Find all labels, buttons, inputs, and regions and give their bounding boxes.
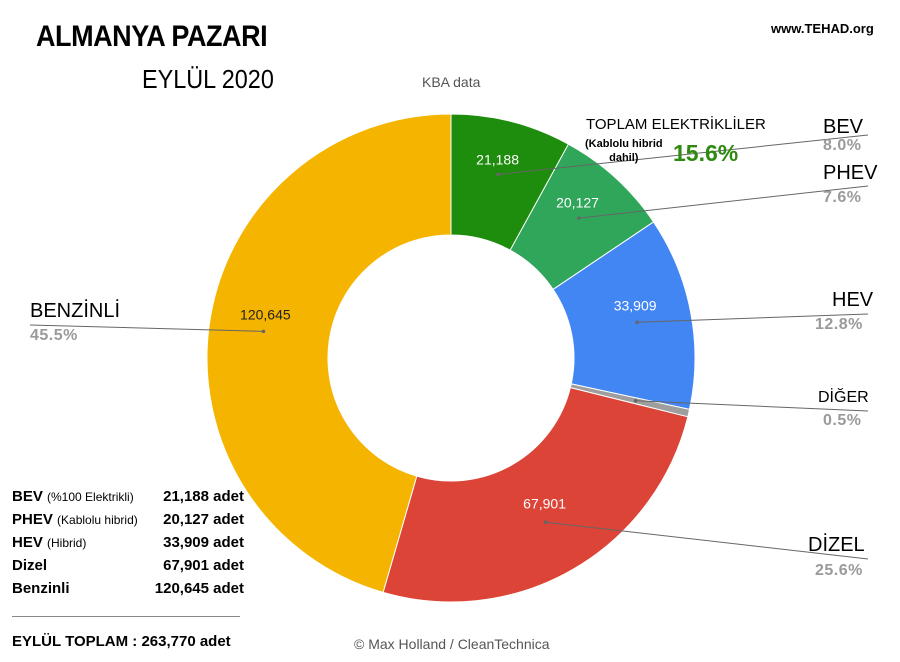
category-name-benzinli: BENZİNLİ <box>30 300 121 322</box>
table-row-value: 67,901 adet <box>163 557 244 574</box>
slice-value-label: 33,909 <box>614 298 657 314</box>
ev-callout-note-line1: (Kablolu hibrid <box>585 138 663 150</box>
table-row: Dizel 67,901 adet <box>12 557 244 580</box>
leader-dot-4 <box>543 520 548 525</box>
donut-slice-4 <box>382 387 689 603</box>
leader-lines <box>29 134 869 560</box>
donut-slice-5 <box>206 113 452 593</box>
category-percent-phev: 7.6% <box>823 189 862 206</box>
table-row-label: Dizel <box>12 557 48 574</box>
leader-dot-2 <box>635 320 639 325</box>
table-row-value: 120,645 adet <box>154 580 244 597</box>
table-row: Benzinli 120,645 adet <box>12 580 244 603</box>
leader-line-2 <box>637 313 869 323</box>
slice-value-label: 20,127 <box>556 195 599 211</box>
table-total: EYLÜL TOPLAM : 263,770 adet <box>12 633 231 650</box>
category-name-phev: PHEV <box>823 162 878 184</box>
table-row: BEV (%100 Elektrikli) 21,188 adet <box>12 488 244 511</box>
category-percent-dizel: 25.6% <box>815 562 863 579</box>
table-row-label: Benzinli <box>12 580 70 597</box>
leader-line-4 <box>545 521 869 560</box>
leader-dot-3 <box>633 398 638 403</box>
category-name-bev: BEV <box>823 116 864 138</box>
leader-dot-1 <box>577 216 581 220</box>
category-name-dizel: DİZEL <box>808 534 865 556</box>
slice-labels: 21,188 20,127 33,909 67,901 120,645 <box>240 151 657 511</box>
category-name-hev: HEV <box>832 289 874 311</box>
website-label: www.TEHAD.org <box>771 21 874 36</box>
category-percent-bev: 8.0% <box>823 137 862 154</box>
table-row-value: 33,909 adet <box>163 534 244 551</box>
table-row-label: BEV (%100 Elektrikli) <box>12 488 134 505</box>
table-row-value: 20,127 adet <box>163 511 244 528</box>
category-percent-hev: 12.8% <box>815 316 863 333</box>
ev-callout-value: 15.6% <box>673 140 739 166</box>
slice-value-label: 120,645 <box>240 307 291 323</box>
leader-dot-0 <box>496 172 500 177</box>
ev-callout-note: (Kablolu hibrid dahil) <box>585 137 663 165</box>
table-row-label: PHEV (Kablolu hibrid) <box>12 511 138 528</box>
category-percent-benzinli: 45.5% <box>30 327 78 344</box>
category-name-diger: DİĞER <box>818 389 869 406</box>
summary-table: BEV (%100 Elektrikli) 21,188 adet PHEV (… <box>12 488 244 603</box>
table-row: HEV (Hibrid) 33,909 adet <box>12 534 244 557</box>
leader-line-5 <box>29 324 264 332</box>
chart-subtitle: EYLÜL 2020 <box>142 64 274 94</box>
leader-dot-5 <box>261 329 266 334</box>
table-row-label: HEV (Hibrid) <box>12 534 87 551</box>
leader-line-1 <box>578 185 869 219</box>
slice-value-label: 21,188 <box>476 151 519 167</box>
ev-callout-note-line2: dahil) <box>609 152 639 164</box>
credit-line: © Max Holland / CleanTechnica <box>354 636 550 652</box>
ev-callout-title: TOPLAM ELEKTRİKLİLER <box>586 116 766 133</box>
source-note: KBA data <box>422 74 481 90</box>
table-row-value: 21,188 adet <box>163 488 244 505</box>
table-row: PHEV (Kablolu hibrid) 20,127 adet <box>12 511 244 534</box>
leader-line-0 <box>498 134 869 175</box>
donut-slices <box>206 113 696 603</box>
category-percent-diger: 0.5% <box>823 412 862 429</box>
chart-title: ALMANYA PAZARI <box>36 20 268 53</box>
slice-value-label: 67,901 <box>523 495 566 511</box>
table-divider <box>12 616 240 617</box>
leader-line-3 <box>635 400 869 412</box>
